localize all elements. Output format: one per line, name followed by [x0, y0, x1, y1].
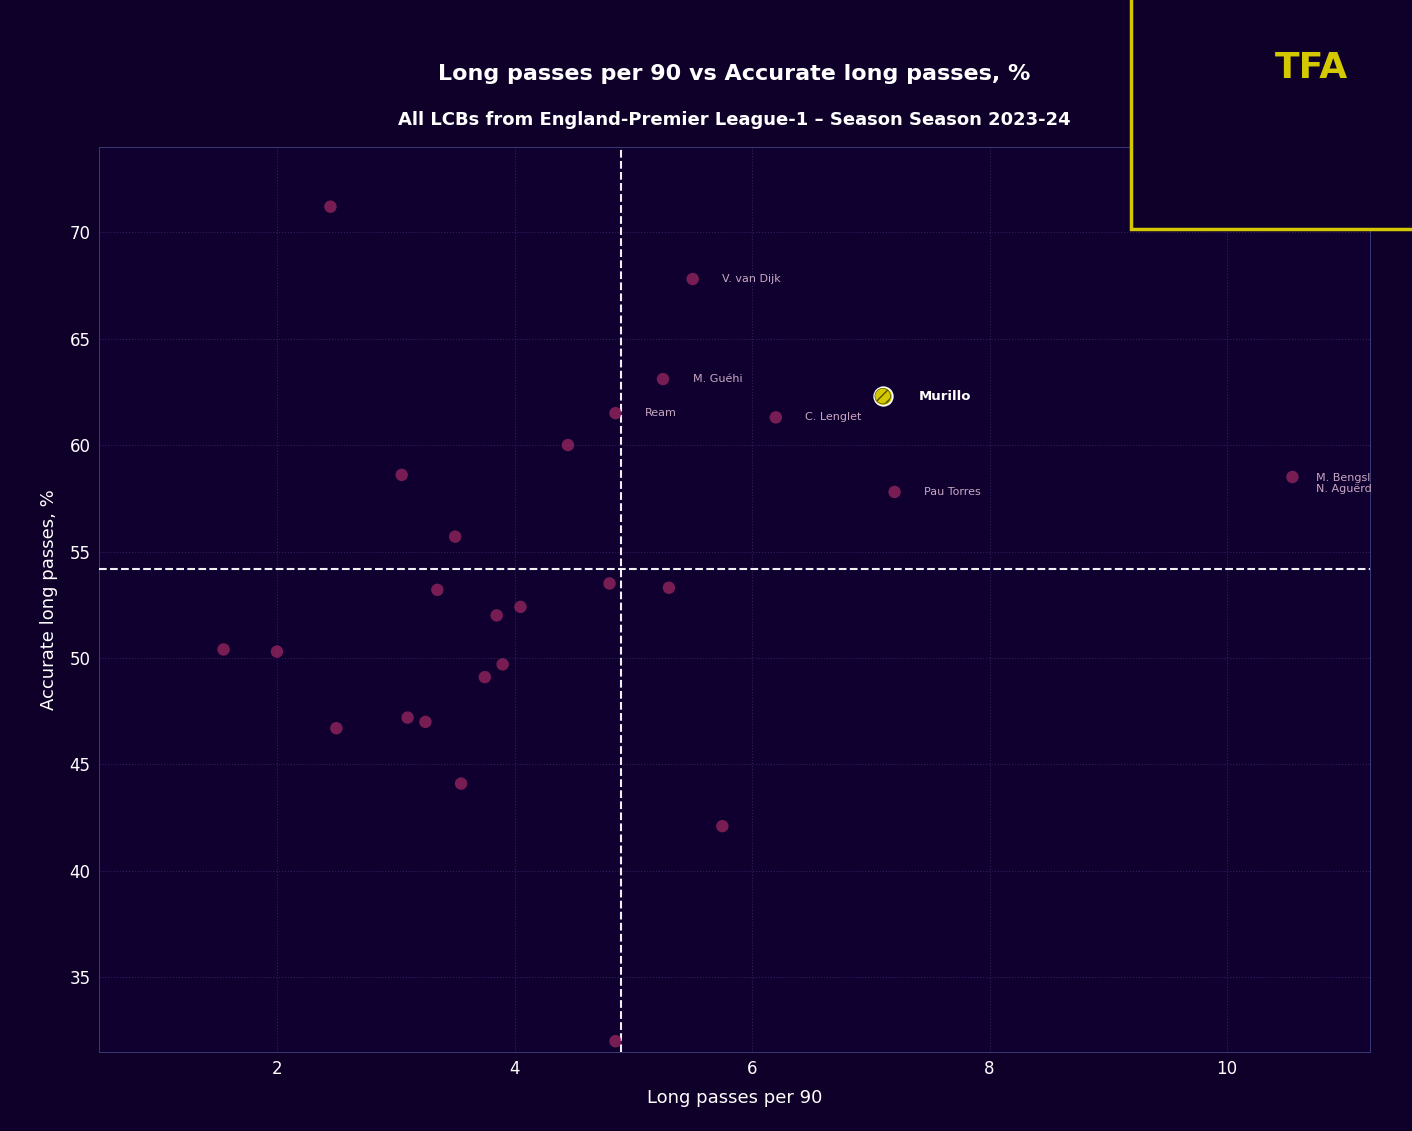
Text: Long passes per 90 vs Accurate long passes, %: Long passes per 90 vs Accurate long pass…: [438, 63, 1031, 84]
Text: M. Guéhi: M. Guéhi: [693, 374, 743, 385]
Point: [491, 655, 514, 673]
Text: Ream: Ream: [645, 408, 676, 418]
Point: [426, 581, 449, 599]
Point: [871, 387, 894, 405]
Text: Pau Torres: Pau Torres: [925, 487, 981, 497]
Text: All LCBs from England-Premier League-1 – Season Season 2023-24: All LCBs from England-Premier League-1 –…: [398, 111, 1070, 129]
Point: [682, 270, 705, 288]
X-axis label: Long passes per 90: Long passes per 90: [647, 1089, 822, 1107]
Point: [884, 483, 907, 501]
Point: [764, 408, 786, 426]
Point: [712, 817, 734, 835]
Point: [414, 713, 436, 731]
Point: [450, 775, 473, 793]
Text: Murillo: Murillo: [918, 389, 971, 403]
Point: [604, 1033, 627, 1051]
Point: [871, 387, 894, 405]
Text: C. Lenglet: C. Lenglet: [805, 413, 861, 422]
Point: [510, 598, 532, 616]
Point: [486, 606, 508, 624]
Point: [443, 527, 466, 545]
Y-axis label: Accurate long passes, %: Accurate long passes, %: [41, 489, 58, 710]
Point: [473, 668, 496, 687]
Point: [212, 640, 234, 658]
Point: [325, 719, 347, 737]
Text: M. Bengsl
N. Aguërd: M. Bengsl N. Aguërd: [1316, 473, 1372, 494]
Point: [1281, 468, 1303, 486]
Text: V. van Dijk: V. van Dijk: [723, 274, 781, 284]
Point: [556, 437, 579, 455]
Point: [604, 404, 627, 422]
Point: [319, 198, 342, 216]
Point: [265, 642, 288, 661]
Text: TFA: TFA: [1275, 51, 1348, 85]
Point: [397, 708, 419, 726]
Point: [599, 575, 621, 593]
Point: [658, 579, 681, 597]
Point: [652, 370, 675, 388]
Point: [390, 466, 412, 484]
